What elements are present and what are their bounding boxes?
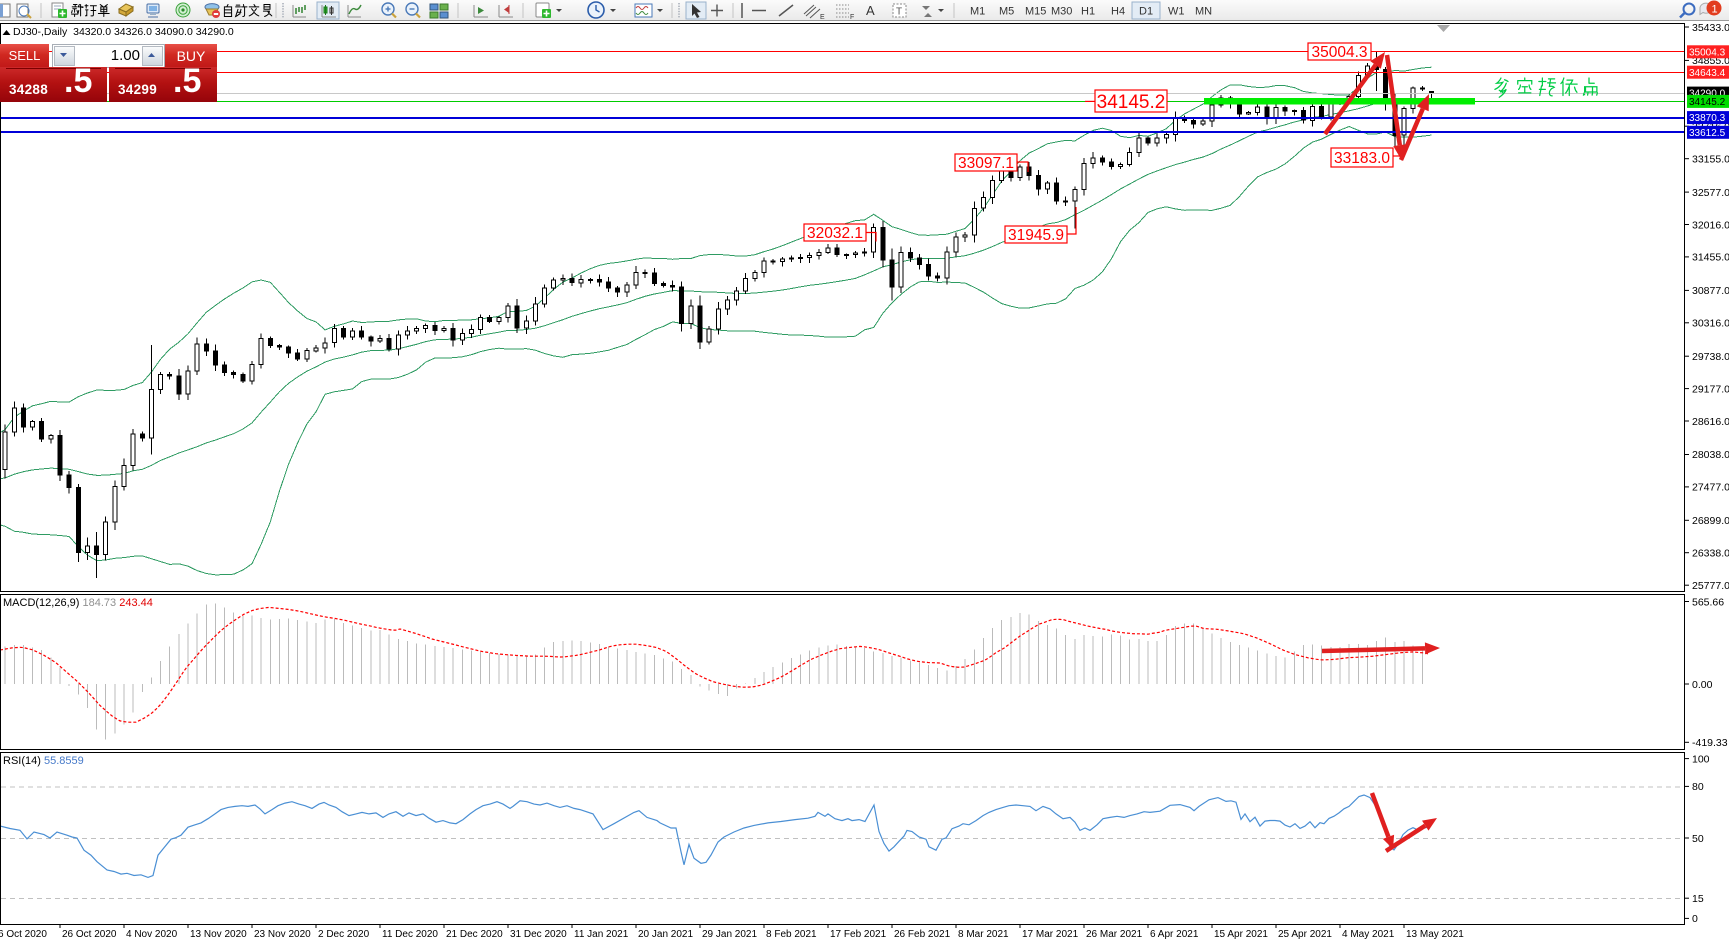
svg-text:565.66: 565.66: [1692, 596, 1724, 608]
svg-text:0.00: 0.00: [1692, 679, 1713, 691]
svg-text:100: 100: [1692, 753, 1710, 765]
svg-text:6 Apr 2021: 6 Apr 2021: [1150, 929, 1199, 940]
svg-text:50: 50: [1692, 833, 1704, 845]
svg-text:31455.0: 31455.0: [1692, 252, 1729, 264]
svg-text:RSI(14) 55.8559: RSI(14) 55.8559: [3, 755, 84, 767]
svg-text:4 Nov 2020: 4 Nov 2020: [126, 929, 178, 940]
svg-text:35433.0: 35433.0: [1692, 22, 1729, 34]
svg-text:35004.3: 35004.3: [1689, 47, 1726, 58]
svg-text:T: T: [896, 7, 902, 18]
svg-text:35004.3: 35004.3: [1311, 44, 1367, 61]
svg-text:D1: D1: [1139, 6, 1153, 18]
svg-text:29 Jan 2021: 29 Jan 2021: [702, 929, 757, 940]
svg-text:80: 80: [1692, 781, 1704, 793]
svg-text:34145.2: 34145.2: [1097, 92, 1166, 113]
svg-text:M5: M5: [999, 6, 1014, 18]
svg-text:34290.0: 34290.0: [1689, 89, 1726, 100]
svg-text:A: A: [866, 3, 875, 18]
svg-text:34145.2: 34145.2: [1689, 97, 1726, 108]
svg-text:8 Feb 2021: 8 Feb 2021: [766, 929, 817, 940]
svg-text:29738.0: 29738.0: [1692, 351, 1729, 363]
svg-text:26 Oct 2020: 26 Oct 2020: [62, 929, 117, 940]
svg-text:13 Nov 2020: 13 Nov 2020: [190, 929, 247, 940]
svg-text:13 May 2021: 13 May 2021: [1406, 929, 1464, 940]
svg-text:26338.0: 26338.0: [1692, 548, 1729, 560]
svg-text:21 Dec 2020: 21 Dec 2020: [446, 929, 503, 940]
svg-text:17 Mar 2021: 17 Mar 2021: [1022, 929, 1079, 940]
svg-text:32016.0: 32016.0: [1692, 219, 1729, 231]
svg-text:27477.0: 27477.0: [1692, 482, 1729, 494]
svg-text:MN: MN: [1195, 6, 1212, 18]
svg-text:15 Apr 2021: 15 Apr 2021: [1214, 929, 1268, 940]
svg-text:25777.0: 25777.0: [1692, 580, 1729, 592]
svg-text:MACD(12,26,9) 184.73 243.44: MACD(12,26,9) 184.73 243.44: [3, 597, 153, 609]
svg-text:4 May 2021: 4 May 2021: [1342, 929, 1395, 940]
svg-text:34643.4: 34643.4: [1689, 68, 1726, 79]
svg-text:23 Nov 2020: 23 Nov 2020: [254, 929, 311, 940]
svg-text:M30: M30: [1051, 6, 1072, 18]
svg-text:25 Apr 2021: 25 Apr 2021: [1278, 929, 1332, 940]
svg-text:17 Feb 2021: 17 Feb 2021: [830, 929, 887, 940]
svg-text:W1: W1: [1168, 6, 1185, 18]
svg-text:31 Dec 2020: 31 Dec 2020: [510, 929, 567, 940]
svg-text:8 Mar 2021: 8 Mar 2021: [958, 929, 1009, 940]
svg-text:28038.0: 28038.0: [1692, 449, 1729, 461]
svg-text:26 Mar 2021: 26 Mar 2021: [1086, 929, 1143, 940]
svg-text:M15: M15: [1025, 6, 1046, 18]
svg-text:11 Dec 2020: 11 Dec 2020: [382, 929, 438, 940]
svg-text:28616.0: 28616.0: [1692, 416, 1729, 428]
svg-text:29177.0: 29177.0: [1692, 383, 1729, 395]
svg-text:30316.0: 30316.0: [1692, 318, 1729, 330]
svg-text:20 Jan 2021: 20 Jan 2021: [638, 929, 693, 940]
svg-text:2 Dec 2020: 2 Dec 2020: [318, 929, 370, 940]
svg-text:33870.3: 33870.3: [1689, 113, 1726, 124]
svg-text:15: 15: [1692, 893, 1704, 905]
svg-text:26 Feb 2021: 26 Feb 2021: [894, 929, 951, 940]
svg-text:32032.1: 32032.1: [807, 225, 863, 242]
svg-text:DJ30-,Daily 34320.0 34326.0 3: DJ30-,Daily 34320.0 34326.0 34090.0 3429…: [13, 26, 234, 38]
svg-text:33612.5: 33612.5: [1689, 128, 1726, 139]
svg-text:E: E: [820, 14, 825, 21]
svg-text:M1: M1: [970, 6, 985, 18]
svg-text:11 Jan 2021: 11 Jan 2021: [574, 929, 629, 940]
svg-text:32577.0: 32577.0: [1692, 187, 1729, 199]
svg-text:F: F: [850, 14, 854, 21]
svg-text:-419.33: -419.33: [1692, 737, 1728, 749]
svg-text:6 Oct 2020: 6 Oct 2020: [0, 929, 47, 940]
svg-text:33097.1: 33097.1: [958, 155, 1014, 172]
svg-text:H4: H4: [1111, 6, 1125, 18]
svg-text:33155.0: 33155.0: [1692, 154, 1729, 166]
svg-text:1: 1: [1712, 4, 1718, 16]
svg-text:31945.9: 31945.9: [1008, 227, 1064, 244]
svg-text:30877.0: 30877.0: [1692, 285, 1729, 297]
svg-text:0: 0: [1692, 913, 1698, 925]
svg-text:H1: H1: [1081, 6, 1095, 18]
svg-text:26899.0: 26899.0: [1692, 515, 1729, 527]
svg-text:33183.0: 33183.0: [1334, 150, 1390, 167]
